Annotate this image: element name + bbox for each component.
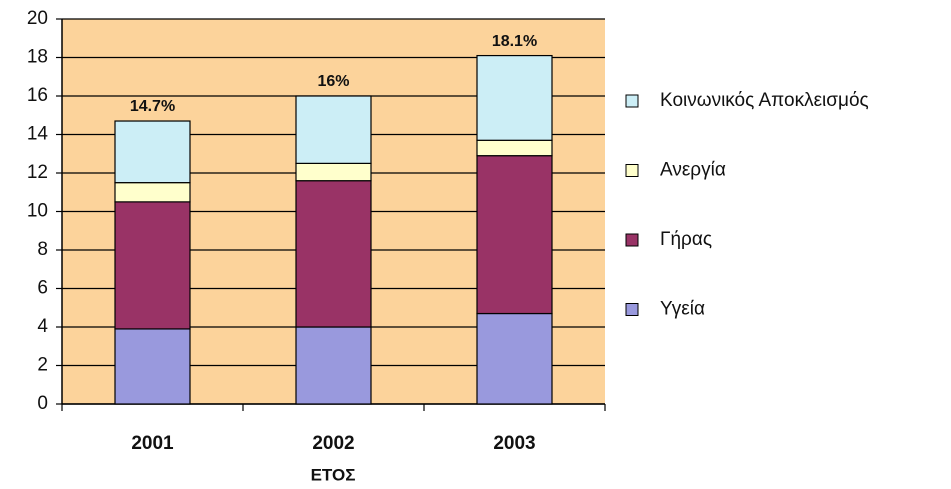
x-axis-label: ΕΤΟΣ <box>311 465 356 484</box>
y-tick-label: 0 <box>37 393 48 414</box>
bar-segment <box>476 155 553 315</box>
bar-segment <box>476 139 553 157</box>
y-tick-label: 12 <box>27 162 48 183</box>
legend-swatch <box>625 233 639 247</box>
total-label: 18.1% <box>492 33 537 50</box>
legend-swatch <box>625 303 639 316</box>
total-label: 16% <box>317 73 349 90</box>
legend-label: Υγεία <box>660 299 705 320</box>
y-tick-label: 4 <box>37 316 48 337</box>
bar-segment <box>295 326 372 405</box>
bar-segment <box>295 162 372 182</box>
bar-segment <box>476 312 553 405</box>
y-tick-label: 18 <box>27 47 48 68</box>
bar-segment <box>114 201 191 330</box>
bar-segment <box>295 180 372 328</box>
legend-swatch <box>625 94 639 108</box>
y-tick-label: 2 <box>37 355 48 376</box>
x-tick-label: 2003 <box>493 433 535 454</box>
bar-segment <box>114 328 191 405</box>
x-tick-label: 2001 <box>131 433 174 454</box>
legend-label: Γήρας <box>660 229 712 250</box>
y-tick-label: 16 <box>27 85 48 106</box>
y-tick-label: 6 <box>37 278 48 299</box>
y-tick-label: 8 <box>37 239 48 260</box>
legend-label: Ανεργία <box>660 160 726 181</box>
y-tick-label: 20 <box>27 8 48 29</box>
y-tick-label: 14 <box>27 124 49 145</box>
bar-segment <box>114 182 191 203</box>
bar-segment <box>476 54 553 141</box>
y-tick-label: 10 <box>27 201 48 222</box>
bar-segment <box>114 120 191 184</box>
legend-label: Κοινωνικός Αποκλεισμός <box>660 90 869 111</box>
bar-segment <box>295 95 372 164</box>
legend-swatch <box>625 164 639 177</box>
x-tick-label: 2002 <box>312 433 354 454</box>
total-label: 14.7% <box>130 98 175 115</box>
